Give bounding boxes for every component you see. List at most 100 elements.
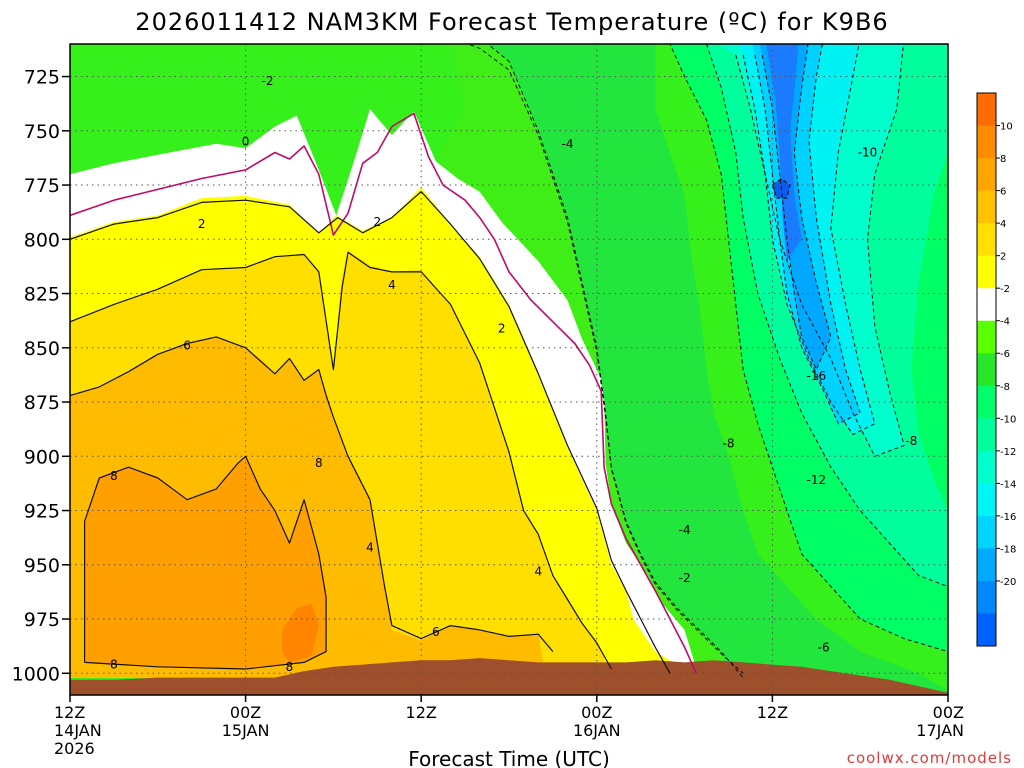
colorbar-band bbox=[977, 483, 996, 517]
colorbar-tick-label: -16 bbox=[1000, 512, 1016, 523]
x-tick-label: 12Z bbox=[406, 703, 437, 722]
contour-label: 2 bbox=[198, 217, 206, 231]
y-tick-label: 975 bbox=[24, 609, 60, 631]
x-tick-label: 17JAN bbox=[916, 721, 964, 740]
x-tick-label: 14JAN bbox=[54, 721, 102, 740]
contour-minus16c bbox=[761, 44, 832, 370]
colorbar-tick-label: -18 bbox=[1000, 544, 1016, 555]
plot-area: -2 0 2 2 4 2 6 8 8 4 4 6 8 8 -4 -10 -16 -8 -8 -12 -4 -2 -6 bbox=[70, 44, 948, 695]
x-tick-label: 2026 bbox=[54, 739, 95, 758]
x-tick-label: 00Z bbox=[581, 703, 612, 722]
colorbar-band bbox=[977, 93, 996, 127]
colorbar-tick-label: 8 bbox=[1000, 154, 1006, 165]
colorbar: 10 8 6 4 2 -2 -4 -6 -8 -10 -12 -14 -16 -18 -20 bbox=[976, 92, 1016, 647]
contour-label: -2 bbox=[262, 74, 274, 88]
colorbar-band bbox=[977, 255, 996, 289]
colorbar-tick-label: -14 bbox=[1000, 479, 1016, 490]
colorbar-tick-label: -2 bbox=[1000, 284, 1010, 295]
temp-region-6 bbox=[282, 603, 319, 663]
colorbar-band bbox=[977, 353, 996, 387]
colorbar-band bbox=[977, 385, 996, 419]
contour-minus8c bbox=[706, 44, 948, 587]
contour-4c bbox=[70, 251, 612, 670]
contour-label: 4 bbox=[388, 278, 396, 292]
x-tick-label: 12Z bbox=[54, 703, 85, 722]
contour-label: -2 bbox=[679, 571, 691, 585]
colorbar-band bbox=[977, 613, 996, 647]
colorbar-band bbox=[977, 125, 996, 159]
contour-minus18c bbox=[771, 178, 791, 199]
temp-region-8 bbox=[487, 44, 948, 695]
contour-8c bbox=[83, 455, 327, 670]
x-tick-label: 15JAN bbox=[222, 721, 270, 740]
contour-label: 8 bbox=[286, 660, 294, 674]
colorbar-tick-label: -8 bbox=[1000, 382, 1010, 393]
colorbar-band bbox=[977, 158, 996, 192]
contour-minus12c bbox=[742, 44, 876, 436]
chart-title: 2026011412 NAM3KM Forecast Temperature (… bbox=[135, 8, 888, 36]
contour-label: 8 bbox=[110, 469, 118, 483]
colorbar-band bbox=[977, 515, 996, 549]
colorbar-band bbox=[977, 288, 996, 322]
plot-frame bbox=[69, 43, 949, 696]
colorbar-band bbox=[977, 190, 996, 224]
colorbar-tick-label: -20 bbox=[1000, 577, 1016, 588]
y-tick-label: 1000 bbox=[12, 663, 60, 685]
y-tick-label: 725 bbox=[24, 67, 60, 89]
contour-label: 6 bbox=[432, 625, 440, 639]
contour-minus4c bbox=[486, 44, 744, 678]
contour-label: 6 bbox=[183, 339, 191, 353]
contour-minus6c bbox=[668, 44, 948, 653]
x-tick-label: 16JAN bbox=[573, 721, 621, 740]
y-tick-label: 750 bbox=[24, 121, 60, 143]
colorbar-frame bbox=[976, 92, 997, 647]
colorbar-tick-label: -10 bbox=[1000, 414, 1016, 425]
y-tick-label: 925 bbox=[24, 501, 60, 523]
colorbar-band bbox=[977, 320, 996, 354]
x-tick-label: 12Z bbox=[757, 703, 788, 722]
colorbar-tick-label: 4 bbox=[1000, 219, 1006, 230]
colorbar-tick-label: -4 bbox=[1000, 317, 1010, 328]
contour-label: -8 bbox=[723, 436, 735, 450]
colorbar-tick-label: -6 bbox=[1000, 349, 1010, 360]
colorbar-tick-label: 6 bbox=[1000, 187, 1006, 198]
y-tick-label: 850 bbox=[24, 338, 60, 360]
temp-region-5 bbox=[84, 456, 327, 669]
contour-label: -10 bbox=[858, 146, 878, 160]
temp-region-15 bbox=[766, 44, 802, 261]
x-axis-label: Forecast Time (UTC) bbox=[408, 747, 610, 768]
y-tick-label: 825 bbox=[24, 284, 60, 306]
y-tick-label: 900 bbox=[24, 446, 60, 468]
contour-label: -6 bbox=[818, 640, 830, 654]
contour-label: -12 bbox=[806, 473, 826, 487]
y-tick-label: 875 bbox=[24, 392, 60, 414]
contour-label: 8 bbox=[110, 658, 118, 672]
credit-text: coolwx.com/models bbox=[847, 749, 1012, 767]
temp-region-17 bbox=[70, 658, 948, 695]
temp-region-7 bbox=[435, 44, 744, 678]
contour-label: 2 bbox=[373, 215, 381, 229]
temp-region-0 bbox=[70, 44, 334, 175]
colorbar-band bbox=[977, 548, 996, 582]
contour-label: 4 bbox=[534, 564, 542, 578]
contour-label: -8 bbox=[905, 434, 917, 448]
contour-minus14c bbox=[754, 44, 861, 425]
contour-label: -16 bbox=[806, 369, 826, 383]
contour-label: -4 bbox=[679, 523, 691, 537]
contour-label: 8 bbox=[315, 456, 323, 470]
y-tick-label: 950 bbox=[24, 555, 60, 577]
contour-label: 0 bbox=[242, 135, 250, 149]
y-tick-label: 775 bbox=[24, 175, 60, 197]
x-tick-label: 00Z bbox=[933, 703, 964, 722]
colorbar-tick-label: -12 bbox=[1000, 447, 1016, 458]
colorbar-band bbox=[977, 580, 996, 614]
contour-6c bbox=[70, 336, 554, 652]
colorbar-band bbox=[977, 418, 996, 452]
contour-2c bbox=[70, 191, 671, 674]
colorbar-tick-label: 2 bbox=[1000, 252, 1006, 263]
colorbar-band bbox=[977, 450, 996, 484]
contour-minus10c bbox=[735, 44, 905, 457]
contour-0c bbox=[70, 112, 698, 674]
x-tick-label: 00Z bbox=[230, 703, 261, 722]
